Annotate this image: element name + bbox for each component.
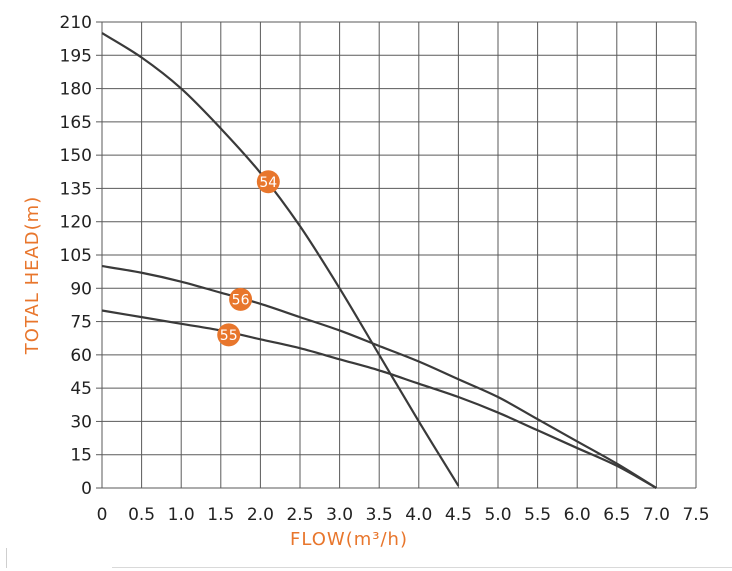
y-tick-label: 75 <box>70 313 92 333</box>
x-tick-label: 2.0 <box>247 505 274 525</box>
curve-badge-56 <box>229 287 253 311</box>
curve-badge-label-56: 56 <box>232 292 250 308</box>
x-tick-label: 2.5 <box>286 505 313 525</box>
x-axis-title: FLOW(m³/h) <box>290 529 408 550</box>
curves <box>101 32 657 489</box>
y-tick-label: 105 <box>60 246 92 266</box>
x-tick-label: 4.5 <box>445 505 472 525</box>
y-tick-label: 15 <box>70 446 92 466</box>
y-tick-label: 135 <box>60 179 92 199</box>
x-tick-label: 3.5 <box>366 505 393 525</box>
curve-badges: 54 56 55 <box>217 170 280 347</box>
x-tick-label: 5.0 <box>484 505 511 525</box>
y-tick-label: 0 <box>81 479 92 499</box>
series-line-54 <box>101 32 460 487</box>
y-tick-label: 165 <box>60 113 92 133</box>
curve-badge-label-54: 54 <box>259 175 277 191</box>
x-tick-label: 6.5 <box>603 505 630 525</box>
x-tick-label: 6.0 <box>564 505 591 525</box>
x-tick-label: 3.0 <box>326 505 353 525</box>
x-tick-label: 1.5 <box>207 505 234 525</box>
y-tick-label: 180 <box>60 80 92 100</box>
y-axis-title: TOTAL HEAD(m) <box>22 196 43 356</box>
y-tick-label: 30 <box>70 412 92 432</box>
y-tick-label: 150 <box>60 146 92 166</box>
x-tick-label: 7.5 <box>682 505 709 525</box>
y-tick-label: 45 <box>70 379 92 399</box>
curve-badge-54 <box>256 170 280 194</box>
y-tick-label: 90 <box>70 279 92 299</box>
x-tick-label: 5.5 <box>524 505 551 525</box>
x-tick-label: 4.0 <box>405 505 432 525</box>
bottom-rule <box>112 567 732 568</box>
curve-badge-label-55: 55 <box>220 328 238 344</box>
curve-badge-55 <box>217 323 241 347</box>
tick-labels: 0 0.5 1.0 1.5 2.0 2.5 3.0 3.5 4.0 4.5 5.0 5.5 6.0 6.5… <box>60 13 710 525</box>
y-tick-label: 120 <box>60 213 92 233</box>
series-line-56 <box>101 265 657 489</box>
x-tick-label: 7.0 <box>643 505 670 525</box>
x-tick-label: 1.0 <box>168 505 195 525</box>
y-tick-label: 210 <box>60 13 92 33</box>
corner-mark <box>6 548 7 568</box>
grid <box>96 21 697 489</box>
x-tick-label: 0.5 <box>128 505 155 525</box>
x-tick-label: 0 <box>97 505 108 525</box>
y-tick-label: 195 <box>60 46 92 66</box>
series-line-55 <box>101 309 657 489</box>
y-tick-label: 60 <box>70 346 92 366</box>
